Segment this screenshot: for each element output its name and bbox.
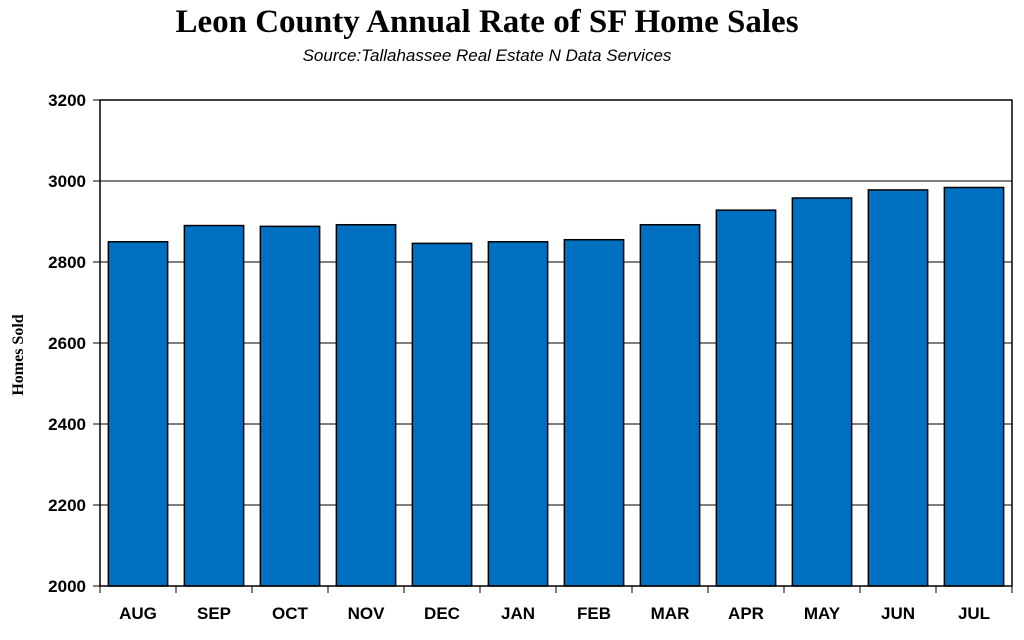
x-tick-label: NOV — [348, 604, 386, 623]
bar-feb — [563, 238, 625, 587]
x-tick-label: DEC — [424, 604, 460, 623]
y-tick-label: 2000 — [48, 577, 86, 596]
y-tick-label: 2400 — [48, 415, 86, 434]
x-tick-label: JAN — [501, 604, 535, 623]
x-tick-label: APR — [728, 604, 764, 623]
chart-subtitle: Source:Tallahassee Real Estate N Data Se… — [302, 46, 672, 65]
bar-sep — [183, 224, 245, 587]
x-tick-labels: AUG SEP OCT NOV DEC JAN FEB MAR APR MAY JUN JUL — [119, 604, 990, 623]
x-tick-label: SEP — [197, 604, 231, 623]
x-tick-label: JUL — [958, 604, 990, 623]
bar-nov — [335, 223, 397, 587]
x-tick-label: OCT — [272, 604, 309, 623]
y-tick-label: 3200 — [48, 91, 86, 110]
bar-may — [791, 197, 853, 587]
axes — [99, 99, 1013, 593]
x-tick-label: MAR — [651, 604, 690, 623]
chart-title: Leon County Annual Rate of SF Home Sales — [175, 4, 799, 40]
y-tick-label: 2800 — [48, 253, 86, 272]
y-tick-label: 3000 — [48, 172, 86, 191]
bar-jun — [867, 189, 929, 587]
bar-dec — [411, 242, 473, 587]
x-tick-label: AUG — [119, 604, 157, 623]
bar-apr — [715, 209, 777, 587]
bars — [107, 186, 1005, 587]
bar-jan — [487, 241, 549, 587]
bar-jul — [943, 186, 1005, 587]
bar-mar — [639, 223, 701, 587]
bar-oct — [259, 225, 321, 587]
x-tick-label: FEB — [577, 604, 611, 623]
y-tick-label: 2200 — [48, 496, 86, 515]
y-axis-label: Homes Sold — [10, 314, 27, 395]
y-tick-labels: 3200 3000 2800 2600 2400 2200 2000 — [48, 91, 86, 596]
bar-aug — [107, 241, 169, 587]
x-tick-label: JUN — [881, 604, 915, 623]
y-tick-label: 2600 — [48, 334, 86, 353]
x-tick-label: MAY — [804, 604, 841, 623]
